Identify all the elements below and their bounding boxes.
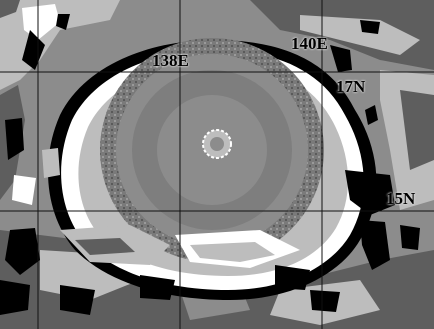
lat-label-17n: 17N <box>336 77 366 96</box>
lon-label-138e: 138E <box>152 51 189 70</box>
lon-label-140e: 140E <box>291 34 328 53</box>
lat-label-15n: 15N <box>386 189 416 208</box>
